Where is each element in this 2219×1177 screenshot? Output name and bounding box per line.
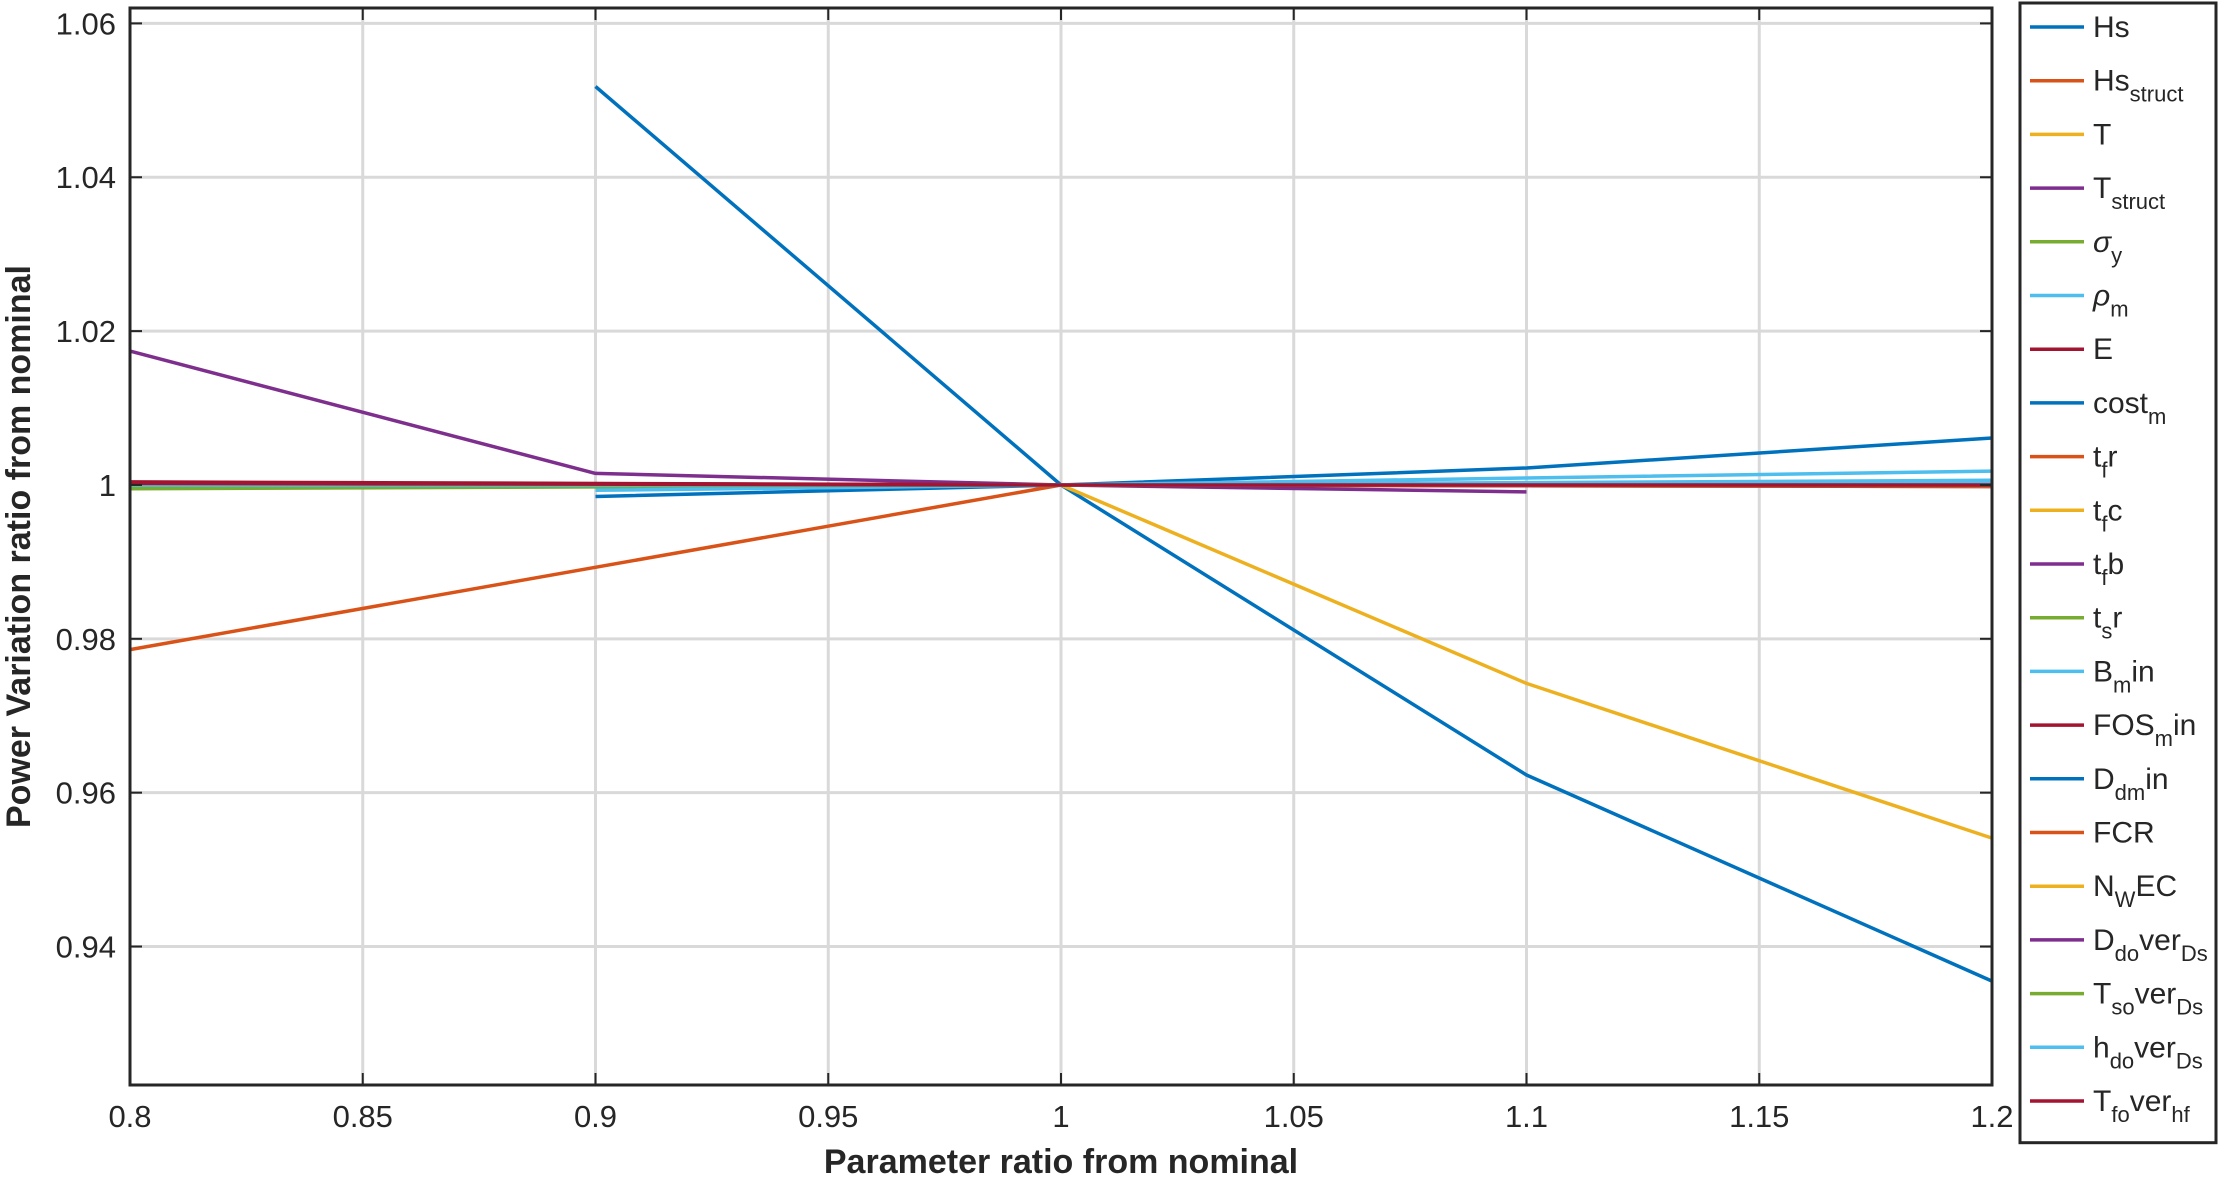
legend-label: tsr: [2093, 602, 2122, 644]
legend-label: tfc: [2093, 494, 2122, 536]
legend-label: ρm: [2092, 280, 2129, 322]
legend-label: FOSmin: [2093, 709, 2196, 751]
legend-item: DdoverDs: [2030, 924, 2208, 966]
legend-item: NWEC: [2030, 870, 2177, 912]
x-axis-label: Parameter ratio from nominal: [824, 1143, 1298, 1177]
y-tick-label: 1.02: [56, 314, 116, 349]
legend-label: Tstruct: [2093, 172, 2165, 214]
x-tick-label: 1.05: [1264, 1099, 1324, 1134]
series-line-9: [129, 483, 1062, 652]
legend-label: E: [2093, 333, 2113, 366]
legend-item: σy: [2030, 226, 2122, 268]
legend-label: σy: [2093, 226, 2122, 268]
legend-label: Ddmin: [2093, 763, 2169, 805]
legend-item: T: [2030, 118, 2111, 151]
legend-label: DdoverDs: [2093, 924, 2208, 966]
legend-item: Bmin: [2030, 655, 2155, 697]
x-tick-label: 0.85: [333, 1099, 393, 1134]
x-tick-label: 0.95: [798, 1099, 858, 1134]
legend-item: hdoverDs: [2030, 1031, 2203, 1073]
legend-item: Tstruct: [2030, 172, 2165, 214]
series-line-6: [595, 469, 1993, 493]
y-tick-label: 0.96: [56, 776, 116, 811]
legend-item: Hsstruct: [2030, 65, 2183, 107]
y-tick-label: 1.06: [56, 6, 116, 41]
legend-label: Hs: [2093, 11, 2130, 44]
grid-lines: [128, 8, 1994, 1085]
legend-item: tsr: [2030, 602, 2122, 644]
series-line-1: [595, 436, 1993, 499]
legend-label: hdoverDs: [2093, 1031, 2203, 1073]
series-line-21: [129, 481, 1992, 487]
y-axis-label: Power Variation ratio from nominal: [0, 265, 38, 828]
legend-box: [2018, 1, 2218, 1145]
legend-item: E: [2030, 333, 2113, 366]
legend-label: Hsstruct: [2093, 65, 2183, 107]
legend-item: Hs: [2030, 11, 2130, 44]
series-line-10: [1060, 483, 1993, 840]
y-tick-label: 1: [99, 468, 116, 503]
x-tick-label: 1.1: [1505, 1099, 1548, 1134]
legend-label: costm: [2093, 387, 2166, 429]
legend-item: Ddmin: [2030, 763, 2169, 805]
y-tick-label: 0.98: [56, 622, 116, 657]
legend-label: T: [2093, 118, 2111, 151]
legend-label: FCR: [2093, 817, 2155, 850]
legend-item: tfr: [2030, 441, 2117, 483]
x-tick-label: 0.8: [108, 1099, 151, 1134]
series-line-8: [594, 85, 1993, 983]
legend-label: Bmin: [2093, 655, 2155, 697]
legend-label: tfb: [2093, 548, 2124, 590]
x-tick-label: 1.2: [1970, 1099, 2013, 1134]
x-tick-label: 1.15: [1729, 1099, 1789, 1134]
legend-item: TsoverDs: [2030, 978, 2203, 1020]
legend-item: FCR: [2030, 817, 2155, 850]
legend-label: NWEC: [2093, 870, 2177, 912]
legend-item: Tfoverhf: [2030, 1085, 2191, 1127]
x-tick-label: 1: [1052, 1099, 1069, 1134]
legend-item: tfb: [2030, 548, 2124, 590]
legend-label: tfr: [2093, 441, 2117, 483]
y-tick-label: 0.94: [56, 930, 116, 965]
legend-label: TsoverDs: [2093, 978, 2203, 1020]
legend-item: ρm: [2030, 280, 2129, 322]
y-tick-label: 1.04: [56, 160, 116, 195]
legend-label: Tfoverhf: [2093, 1085, 2191, 1127]
legend-item: FOSmin: [2030, 709, 2196, 751]
legend-item: costm: [2030, 387, 2166, 429]
axis-ticks: 0.8 0.85 0.9 0.95 1 1.05 1.1 1.15 1.2 0.94 0.96 0.9…: [56, 6, 2014, 1134]
x-tick-label: 0.9: [574, 1099, 617, 1134]
legend-item: tfc: [2030, 494, 2122, 536]
plot-area: [129, 85, 1993, 983]
series-line-4: [129, 349, 1527, 494]
